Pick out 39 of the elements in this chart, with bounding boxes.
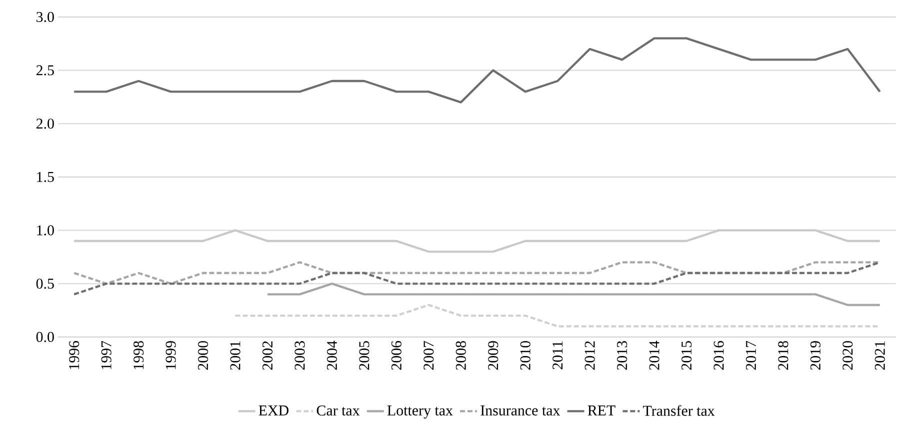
legend-label: Lottery tax [387,406,453,419]
legend-label: Insurance tax [480,406,560,416]
x-tick-label: 2005 [359,341,370,370]
x-tick-label: 2000 [198,341,208,370]
x-tick-label: 1998 [134,341,144,370]
x-tick-label: 2015 [681,341,692,370]
x-tick-label: 1996 [69,340,80,370]
x-tick-label: 2013 [617,341,628,370]
y-tick-label: 2.5 [36,65,54,76]
x-tick-label: 2017 [746,340,756,370]
x-tick-label: 1999 [166,341,176,370]
x-tick-label: 2014 [649,340,660,370]
x-tick-label: 2007 [424,340,434,370]
x-tick-label: 2020 [842,341,853,370]
x-tick-label: 2018 [778,341,788,370]
x-tick-label: 2001 [230,341,240,370]
y-tick-label: 2.0 [36,118,54,129]
x-tick-label: 2019 [810,341,820,370]
y-tick-label: 1.0 [37,225,54,236]
x-tick-label: 2010 [520,341,530,370]
legend-label: Transfer tax [643,405,715,416]
x-tick-label: 1997 [101,340,112,370]
x-tick-label: 2008 [456,341,466,370]
y-tick-label: 0.0 [36,332,54,342]
x-tick-label: 2011 [552,341,563,370]
legend-label: EXD [258,406,288,416]
y-tick-label: 1.5 [37,172,54,182]
y-tick-label: 3.0 [36,12,54,22]
x-tick-label: 2012 [584,341,595,370]
x-tick-label: 2009 [488,341,498,370]
x-tick-label: 2021 [874,341,885,370]
legend-label: Car tax [316,406,360,416]
y-tick-label: 0.5 [36,278,54,289]
x-tick-label: 2003 [294,341,305,370]
x-tick-label: 2002 [262,341,273,370]
x-tick-label: 2006 [391,340,402,370]
legend-label: RET [588,406,616,416]
x-tick-label: 2016 [714,340,724,370]
x-tick-label: 2004 [326,340,337,370]
